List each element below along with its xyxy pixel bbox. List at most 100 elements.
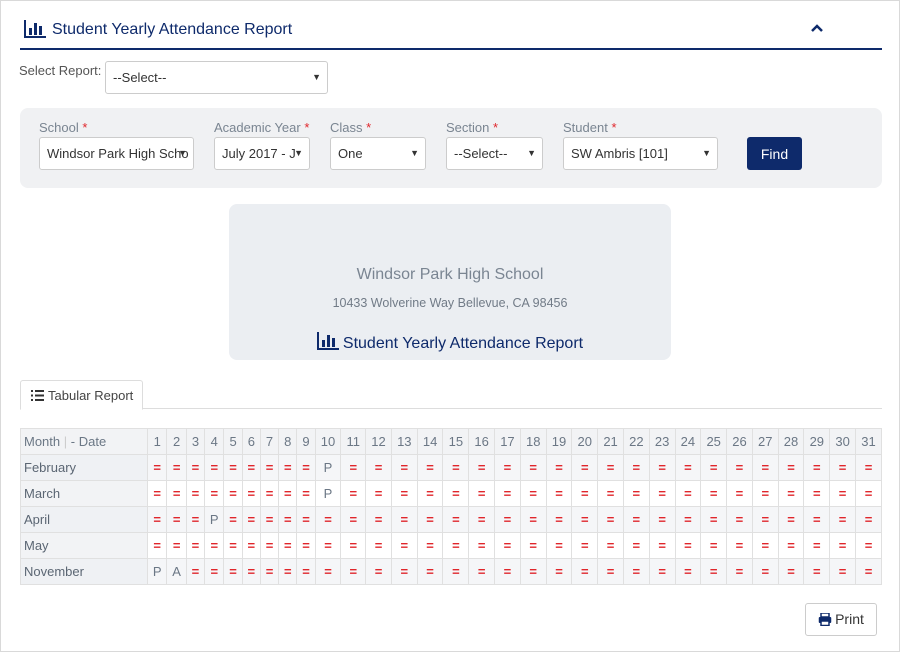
find-button[interactable]: Find xyxy=(747,137,802,170)
attendance-cell: = xyxy=(519,454,547,481)
day-header: 31 xyxy=(854,428,883,455)
attendance-cell: = xyxy=(390,454,418,481)
attendance-cell: = xyxy=(314,532,342,559)
day-header: 17 xyxy=(494,428,521,455)
attendance-cell: = xyxy=(622,454,650,481)
student-select-value: SW Ambris [101] xyxy=(571,146,668,161)
day-header: 8 xyxy=(278,428,298,455)
day-header: 11 xyxy=(340,428,367,455)
attendance-cell: = xyxy=(146,532,168,559)
attendance-cell: = xyxy=(278,532,298,559)
caret-down-icon: ▼ xyxy=(702,148,711,158)
attendance-cell: = xyxy=(296,532,316,559)
attendance-cell: = xyxy=(416,480,444,507)
select-report-label: Select Report: xyxy=(19,63,102,78)
attendance-cell: = xyxy=(340,558,367,585)
attendance-cell: = xyxy=(726,480,753,507)
school-select-value: Windsor Park High Scho xyxy=(47,146,189,161)
day-header: 2 xyxy=(166,428,187,455)
printer-icon xyxy=(818,612,832,627)
attendance-cell: = xyxy=(166,480,187,507)
section-select[interactable]: --Select-- ▼ xyxy=(446,137,543,170)
student-select[interactable]: SW Ambris [101] ▼ xyxy=(563,137,718,170)
student-label: Student * xyxy=(563,120,617,135)
attendance-cell: = xyxy=(674,480,702,507)
attendance-cell: = xyxy=(442,558,470,585)
class-select[interactable]: One ▼ xyxy=(330,137,426,170)
month-cell: March xyxy=(20,480,148,507)
attendance-cell: = xyxy=(829,506,856,533)
attendance-cell: = xyxy=(726,454,753,481)
attendance-cell: = xyxy=(416,532,444,559)
section-label: Section * xyxy=(446,120,499,135)
attendance-cell: = xyxy=(390,506,418,533)
table-header-row: Month | - Date 1 2 3 4 5 6 7 8 9 10 11 12 13 14 15 16 17… xyxy=(20,428,883,455)
attendance-cell: = xyxy=(185,454,206,481)
school-name: Windsor Park High School xyxy=(356,266,544,283)
table-row: May = = = = = = = = = = = = = = = = = = = = = = = = = = = = = = = xyxy=(20,532,883,559)
attendance-cell: = xyxy=(571,558,599,585)
caret-down-icon: ▼ xyxy=(294,148,303,158)
table-row: March = = = = = = = = = P = = = = = = = = = = = = = = = = = = = = = xyxy=(20,480,883,507)
attendance-cell: = xyxy=(648,558,676,585)
attendance-cell: = xyxy=(674,506,702,533)
attendance-cell: = xyxy=(829,454,856,481)
day-header: 30 xyxy=(829,428,856,455)
attendance-cell: = xyxy=(494,532,521,559)
attendance-cell: = xyxy=(829,558,856,585)
attendance-cell: = xyxy=(700,454,728,481)
attendance-cell: = xyxy=(751,532,779,559)
day-header: 15 xyxy=(442,428,470,455)
attendance-cell: = xyxy=(545,558,573,585)
attendance-cell: = xyxy=(314,506,342,533)
attendance-cell: = xyxy=(854,480,883,507)
attendance-cell: = xyxy=(674,454,702,481)
attendance-cell: = xyxy=(296,480,316,507)
attendance-cell: = xyxy=(571,506,599,533)
attendance-cell: A xyxy=(166,558,187,585)
chevron-up-icon[interactable] xyxy=(810,21,824,35)
day-header: 16 xyxy=(468,428,496,455)
attendance-cell: = xyxy=(854,558,883,585)
page-title: Student Yearly Attendance Report xyxy=(52,21,293,38)
attendance-table: Month | - Date 1 2 3 4 5 6 7 8 9 10 11 12 13 14 15 16 17… xyxy=(20,428,883,585)
day-header: 6 xyxy=(241,428,261,455)
day-header: 28 xyxy=(777,428,805,455)
attendance-cell: = xyxy=(468,454,496,481)
select-report-dropdown[interactable]: --Select-- ▼ xyxy=(105,61,328,94)
attendance-cell: = xyxy=(259,532,280,559)
day-header: 9 xyxy=(296,428,316,455)
academic-year-select[interactable]: July 2017 - J ▼ xyxy=(214,137,310,170)
attendance-cell: = xyxy=(751,480,779,507)
school-select[interactable]: Windsor Park High Scho ▼ xyxy=(39,137,194,170)
table-row: November P A = = = = = = = = = = = = = = = = = = = = = = = = = = = = = xyxy=(20,558,883,585)
day-header: 25 xyxy=(700,428,728,455)
page-header: Student Yearly Attendance Report xyxy=(20,8,882,50)
attendance-cell: = xyxy=(751,558,779,585)
month-date-header: Month | - Date xyxy=(20,428,148,455)
attendance-cell: = xyxy=(314,558,342,585)
attendance-cell: = xyxy=(726,558,753,585)
attendance-cell: = xyxy=(571,480,599,507)
attendance-cell: = xyxy=(442,454,470,481)
attendance-cell: = xyxy=(468,480,496,507)
attendance-cell: = xyxy=(390,480,418,507)
attendance-cell: = xyxy=(829,532,856,559)
attendance-cell: = xyxy=(700,480,728,507)
attendance-cell: = xyxy=(829,480,856,507)
day-header: 12 xyxy=(365,428,392,455)
day-header: 3 xyxy=(185,428,206,455)
day-header: 1 xyxy=(146,428,168,455)
print-button[interactable]: Print xyxy=(805,603,877,636)
attendance-cell: = xyxy=(416,454,444,481)
attendance-cell: = xyxy=(442,480,470,507)
attendance-cell: = xyxy=(296,558,316,585)
report-title: Student Yearly Attendance Report xyxy=(342,335,584,352)
table-body: February = = = = = = = = = P = = = = = = = = = = = = = = = = = = = = = M… xyxy=(20,454,883,585)
day-header: 29 xyxy=(803,428,831,455)
attendance-cell: = xyxy=(166,454,187,481)
attendance-cell: = xyxy=(259,480,280,507)
tab-tabular-report[interactable]: Tabular Report xyxy=(20,380,143,410)
attendance-cell: = xyxy=(241,532,261,559)
month-cell: November xyxy=(20,558,148,585)
